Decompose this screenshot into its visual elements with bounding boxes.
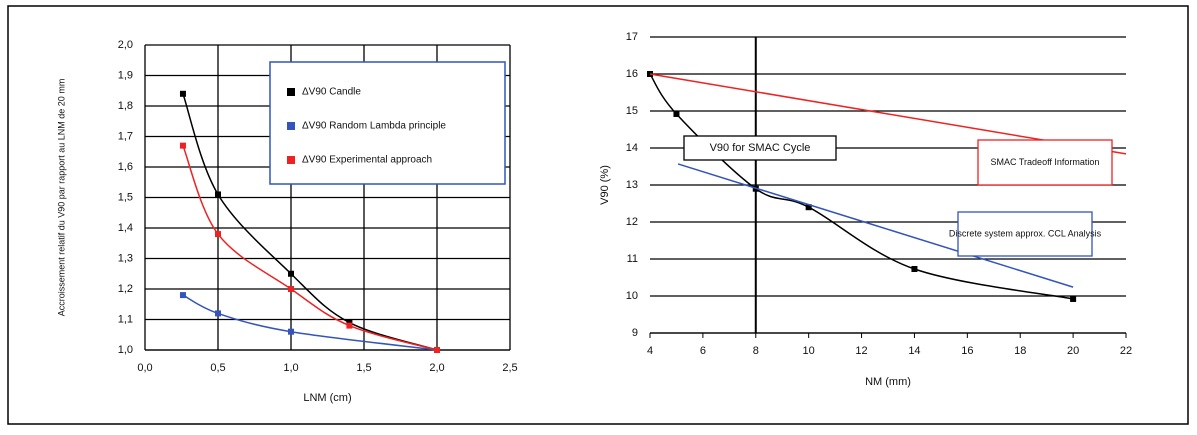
point (1070, 295, 1077, 302)
y-tick-label: 12 (626, 216, 638, 228)
x-tick-label: 16 (961, 345, 973, 357)
x-tick-label: 18 (1014, 345, 1026, 357)
y-tick-label: 17 (626, 31, 638, 43)
series-line (182, 93, 438, 351)
annotation-box (683, 135, 837, 161)
y-tick-label: 1,0 (118, 344, 133, 356)
x-axis-label: NM (mm) (865, 376, 911, 388)
point (288, 286, 294, 292)
y-tick-label: 9 (632, 327, 638, 339)
y-tick-label: 14 (626, 142, 638, 154)
y-tick-label: 1,7 (118, 130, 133, 142)
frame (7, 5, 1189, 425)
point (179, 292, 186, 299)
y-tick-label: 13 (626, 179, 638, 191)
point (805, 204, 812, 211)
y-tick-label: 1,4 (118, 222, 133, 234)
point (673, 110, 680, 117)
y-axis-label: V90 (%) (599, 165, 611, 205)
x-tick-label: 6 (700, 345, 706, 357)
y-tick-label: 2,0 (118, 39, 133, 51)
point (346, 319, 353, 326)
y-tick-label: 15 (626, 105, 638, 117)
y-tick-label: 10 (626, 290, 638, 302)
y-tick-label: 11 (627, 253, 638, 265)
x-tick-label: 1,5 (356, 362, 371, 374)
series-line (649, 73, 1074, 300)
y-tick-label: 1,6 (118, 161, 133, 173)
x-tick-label: 22 (1120, 345, 1132, 357)
x-tick-label: 8 (753, 345, 759, 357)
legend-swatch (287, 122, 295, 130)
legend (269, 61, 506, 185)
legend-label: ΔV90 Experimental approach (302, 155, 432, 166)
x-tick-label: 10 (803, 345, 815, 357)
point (215, 231, 221, 238)
series-line (677, 163, 1074, 288)
y-tick-label: 1,2 (118, 283, 133, 295)
point (434, 347, 440, 353)
x-tick-label: 0,0 (137, 362, 152, 374)
annotation: V90 for SMAC Cycle (710, 142, 811, 154)
point (288, 270, 294, 277)
x-tick-label: 2,5 (502, 362, 517, 374)
x-tick-label: 4 (647, 345, 653, 357)
legend-swatch (287, 88, 295, 96)
annotation: SMAC Tradeoff Information (991, 157, 1100, 167)
point (179, 142, 186, 149)
x-tick-label: 2,0 (429, 362, 444, 374)
y-tick-label: 1,3 (118, 252, 133, 264)
annotation: Discrete system approx. CCL Analysis (949, 228, 1102, 238)
x-tick-label: 12 (855, 345, 867, 357)
y-tick-label: 16 (626, 68, 638, 80)
y-tick-label: 1,9 (118, 69, 133, 81)
annotation-box (977, 139, 1113, 186)
x-tick-label: 0,5 (210, 362, 225, 374)
series-line (182, 294, 438, 351)
legend-swatch (287, 156, 295, 164)
point (215, 191, 221, 198)
y-tick-label: 1,5 (118, 191, 133, 203)
point (215, 310, 221, 317)
point (288, 328, 294, 335)
y-tick-label: 1,8 (118, 100, 133, 112)
point (346, 322, 353, 329)
y-axis-label: Accroissement relatif du V90 par rapport… (56, 79, 66, 317)
x-tick-label: 14 (908, 345, 920, 357)
y-tick-label: 1,1 (118, 313, 133, 325)
x-tick-label: 1,0 (283, 362, 298, 374)
legend-label: ΔV90 Candle (302, 87, 361, 98)
legend-label: ΔV90 Random Lambda principle (302, 121, 446, 132)
x-tick-label: 20 (1067, 345, 1079, 357)
annotation-box (957, 211, 1093, 257)
point (911, 265, 918, 272)
x-axis-label: LNM (cm) (303, 392, 351, 404)
point (179, 90, 186, 97)
